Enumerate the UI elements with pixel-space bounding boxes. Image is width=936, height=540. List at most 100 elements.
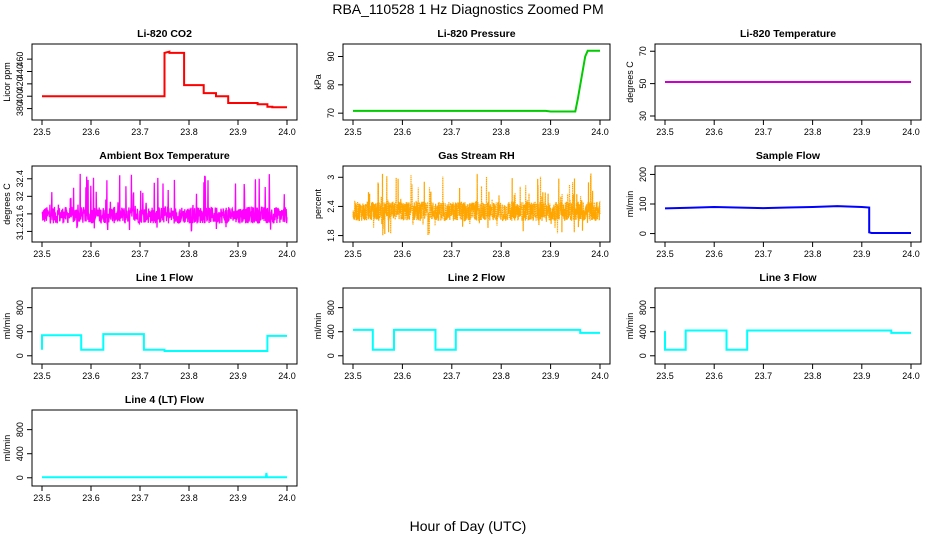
x-tick-label: 23.6 xyxy=(82,371,100,381)
x-tick-label: 23.8 xyxy=(180,249,198,259)
y-tick-label: 80 xyxy=(326,80,336,90)
panel-title: Line 2 Flow xyxy=(448,272,506,284)
y-tick-label: 0 xyxy=(638,353,648,358)
x-tick-label: 23.5 xyxy=(33,127,51,137)
plot-frame xyxy=(342,165,611,243)
chart-panel-1: Li-820 Pressure 23.5 23.6 23.7 23.8 23.9 24.0 7… xyxy=(313,28,611,137)
x-tick-label: 23.7 xyxy=(755,127,773,137)
x-tick-label: 23.9 xyxy=(229,249,247,259)
x-tick-label: 23.6 xyxy=(394,371,412,381)
series-sample-flow xyxy=(664,205,911,234)
x-tick-label: 23.8 xyxy=(492,127,510,137)
x-tick-label: 23.9 xyxy=(542,371,560,381)
y-tick-label: 32 xyxy=(15,191,25,201)
x-tick-label: 23.7 xyxy=(443,371,461,381)
plot-frame xyxy=(654,165,922,243)
panel-title: Line 3 Flow xyxy=(759,272,817,284)
y-tick-label: 800 xyxy=(326,300,336,315)
y-tick-label: 0 xyxy=(638,231,648,236)
x-tick-label: 23.9 xyxy=(229,493,247,503)
series-box-temp xyxy=(41,173,288,232)
y-tick-label: 0 xyxy=(326,353,336,358)
plot-frame xyxy=(31,43,298,121)
series-line-1 xyxy=(41,333,287,352)
x-tick-label: 24.0 xyxy=(591,371,609,381)
x-tick-label: 23.8 xyxy=(492,371,510,381)
y-axis-label: degrees C xyxy=(2,183,12,225)
x-tick-label: 23.5 xyxy=(344,249,362,259)
panel-title: Li-820 Temperature xyxy=(740,28,836,40)
plot-frame xyxy=(654,287,922,365)
y-tick-label: 400 xyxy=(15,324,25,339)
y-tick-label: 800 xyxy=(15,300,25,315)
panel-title: Sample Flow xyxy=(756,150,821,162)
x-tick-label: 23.8 xyxy=(180,371,198,381)
y-tick-label: 90 xyxy=(326,51,336,61)
y-tick-label: 800 xyxy=(15,422,25,437)
x-tick-label: 23.6 xyxy=(705,127,723,137)
y-tick-label: 800 xyxy=(638,300,648,315)
x-tick-label: 23.8 xyxy=(804,127,822,137)
x-tick-label: 23.7 xyxy=(131,371,149,381)
x-tick-label: 23.9 xyxy=(229,371,247,381)
y-axis-label: kPa xyxy=(313,74,323,90)
y-tick-label: 1.8 xyxy=(326,229,336,242)
x-tick-label: 23.6 xyxy=(394,249,412,259)
x-tick-label: 23.6 xyxy=(82,249,100,259)
x-tick-label: 23.9 xyxy=(853,249,871,259)
x-tick-label: 23.9 xyxy=(853,127,871,137)
x-tick-label: 23.6 xyxy=(82,127,100,137)
y-axis-label: ml/min xyxy=(2,435,12,462)
panel-title: Line 1 Flow xyxy=(136,272,194,284)
series-line-2 xyxy=(353,328,600,351)
chart-panel-3: Ambient Box Temperature 23.5 23.6 23.7 23.8 2… xyxy=(2,150,298,259)
y-tick-label: 0 xyxy=(15,353,25,358)
chart-panel-5: Sample Flow 23.5 23.6 23.7 23.8 23.9 24.0 0 100 2… xyxy=(625,150,922,259)
y-tick-label: 70 xyxy=(638,46,648,56)
chart-panel-8: Line 3 Flow 23.5 23.6 23.7 23.8 23.9 24.0 0 400 8… xyxy=(625,272,922,381)
chart-panel-6: Line 1 Flow 23.5 23.6 23.7 23.8 23.9 24.0 0 400 8… xyxy=(2,272,298,381)
x-tick-label: 24.0 xyxy=(278,371,296,381)
y-tick-label: 380 xyxy=(15,101,25,116)
y-axis-label: ml/min xyxy=(2,313,12,340)
x-tick-label: 23.9 xyxy=(542,127,560,137)
y-axis-label: ml/min xyxy=(625,191,635,218)
y-tick-label: 2.4 xyxy=(326,200,336,213)
y-tick-label: 440 xyxy=(15,64,25,79)
x-tick-label: 23.8 xyxy=(180,493,198,503)
x-tick-label: 23.9 xyxy=(542,249,560,259)
plot-frame xyxy=(654,43,922,121)
x-tick-label: 24.0 xyxy=(278,127,296,137)
panel-title: Gas Stream RH xyxy=(438,150,514,162)
y-axis-label: Licor ppm xyxy=(2,62,12,102)
chart-panel-7: Line 2 Flow 23.5 23.6 23.7 23.8 23.9 24.0 0 400 8… xyxy=(313,272,611,381)
y-axis-label: percent xyxy=(313,188,323,219)
series-line-4 xyxy=(42,472,287,479)
x-tick-label: 23.7 xyxy=(755,249,773,259)
y-axis-label: ml/min xyxy=(313,313,323,340)
x-tick-label: 23.9 xyxy=(853,371,871,381)
x-tick-label: 23.6 xyxy=(82,493,100,503)
x-tick-label: 23.5 xyxy=(33,249,51,259)
y-tick-label: 400 xyxy=(15,446,25,461)
x-tick-label: 24.0 xyxy=(902,249,920,259)
x-tick-label: 24.0 xyxy=(591,127,609,137)
x-tick-label: 23.8 xyxy=(492,249,510,259)
x-tick-label: 23.5 xyxy=(656,127,674,137)
y-tick-label: 460 xyxy=(15,52,25,67)
y-tick-label: 3 xyxy=(326,175,336,180)
x-tick-label: 23.7 xyxy=(755,371,773,381)
x-tick-label: 24.0 xyxy=(278,249,296,259)
x-tick-label: 23.7 xyxy=(131,249,149,259)
x-tick-label: 23.7 xyxy=(443,249,461,259)
plot-frame xyxy=(31,287,298,365)
x-tick-label: 23.8 xyxy=(804,371,822,381)
x-tick-label: 23.6 xyxy=(394,127,412,137)
y-tick-label: 32.4 xyxy=(15,170,25,188)
y-axis-label: degrees C xyxy=(625,61,635,103)
x-tick-label: 23.5 xyxy=(656,249,674,259)
x-tick-label: 23.5 xyxy=(656,371,674,381)
series-pressure xyxy=(353,49,600,113)
chart-panel-9: Line 4 (LT) Flow 23.5 23.6 23.7 23.8 23.9 24.0… xyxy=(2,394,298,503)
